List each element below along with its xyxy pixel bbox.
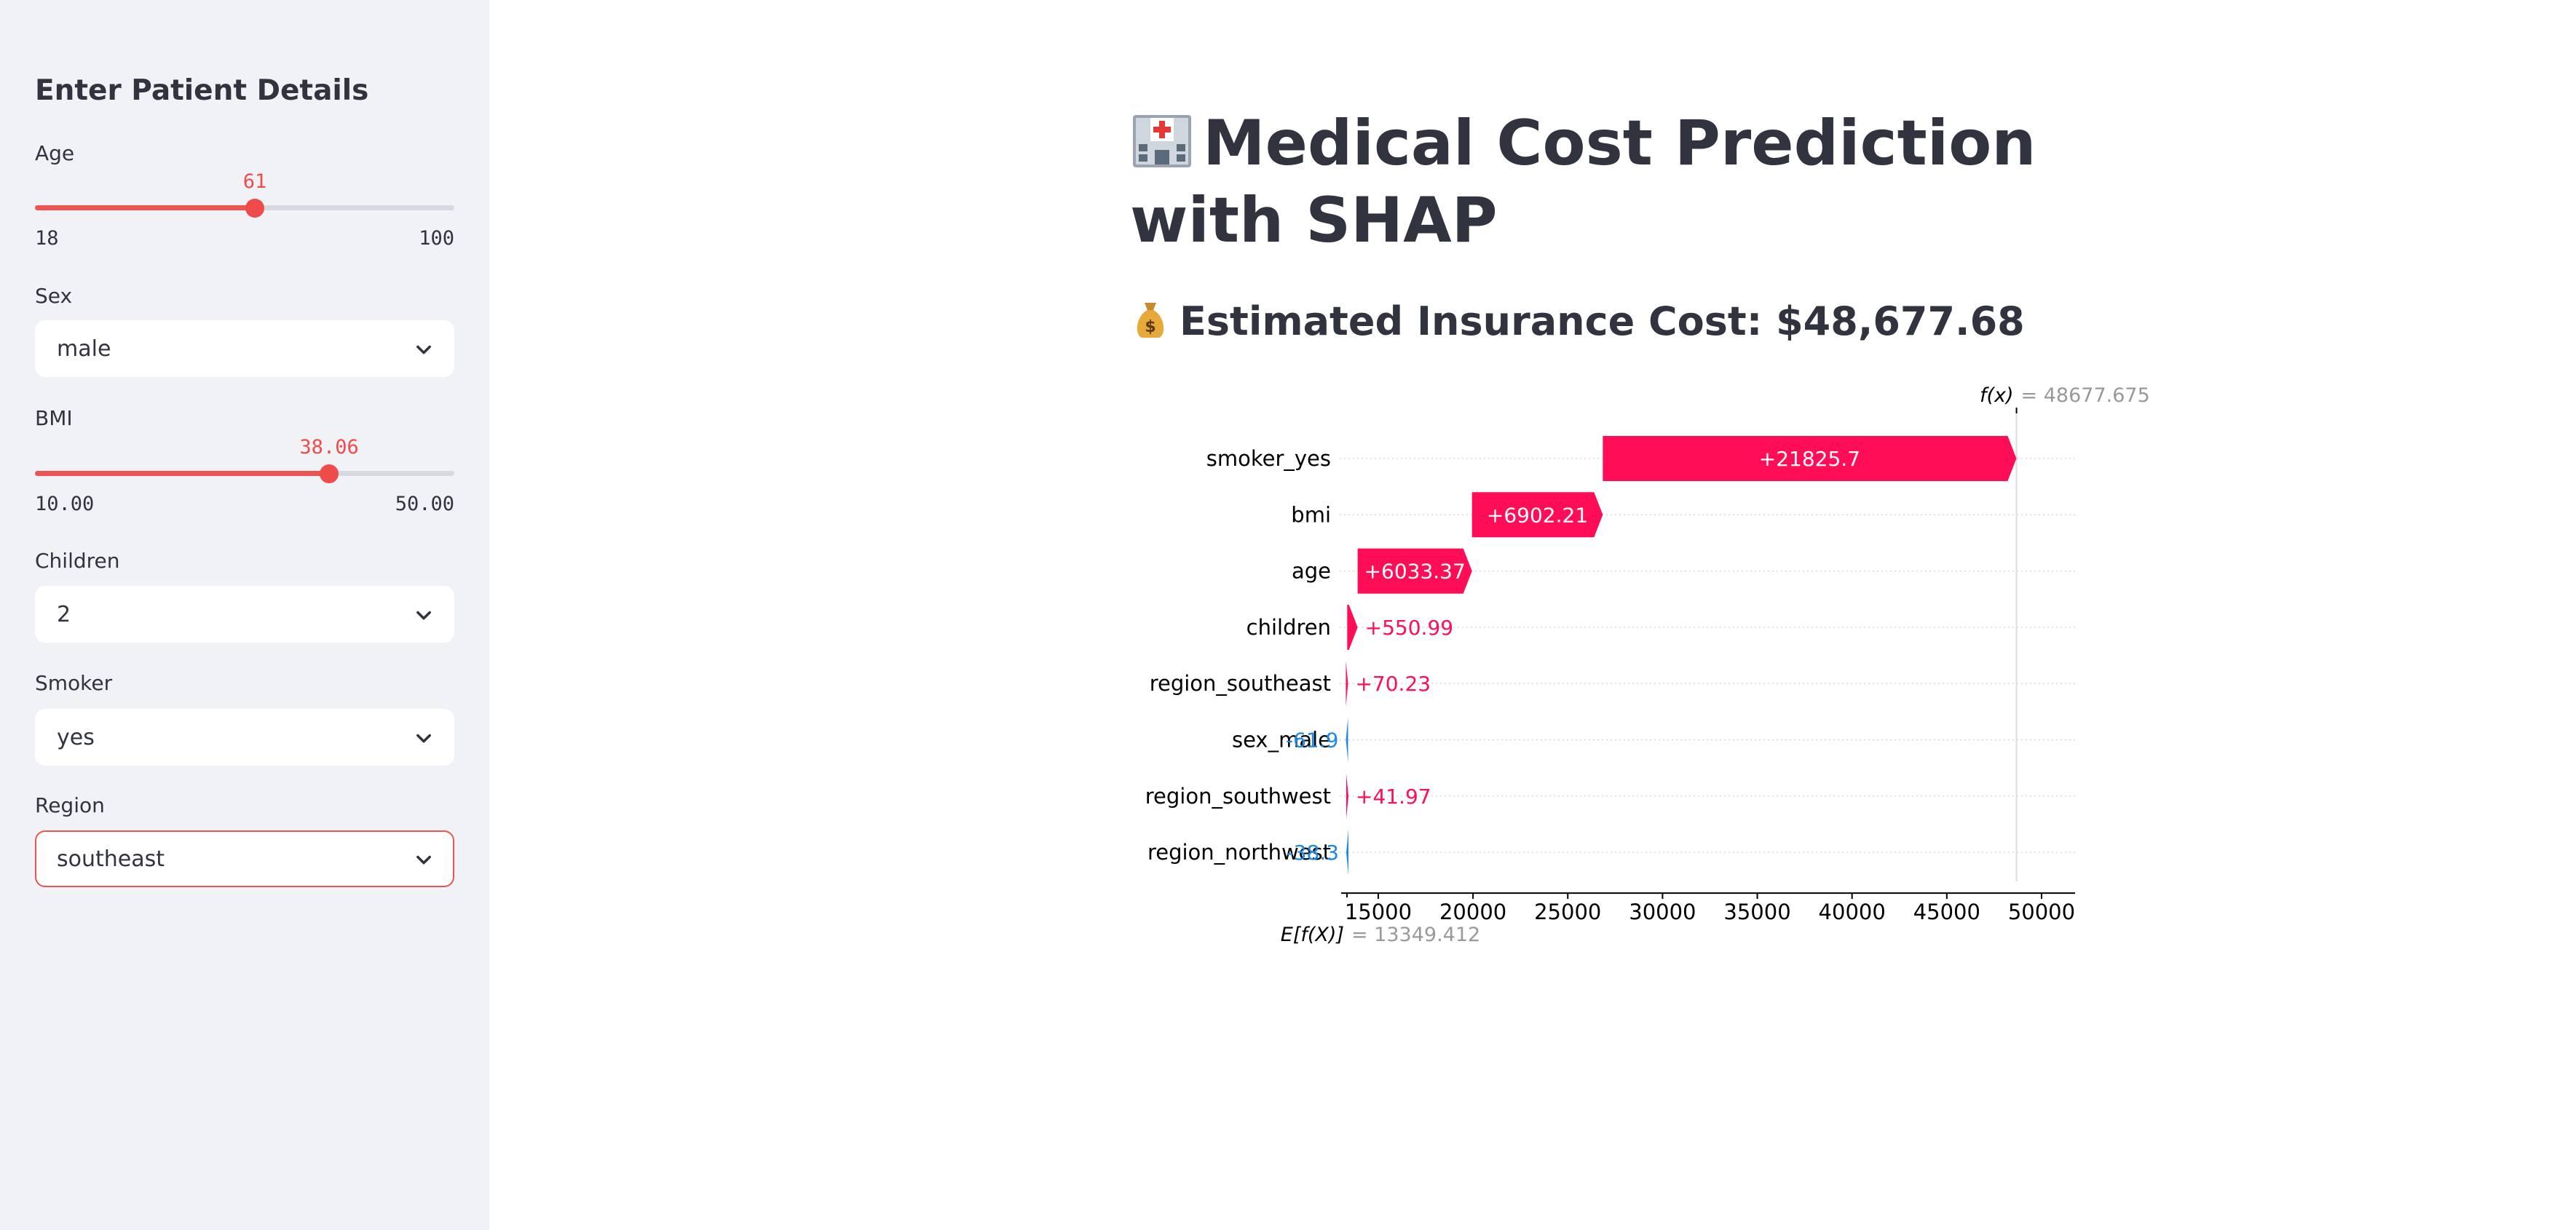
chevron-down-icon (416, 734, 431, 743)
chart-y-tick-label: bmi (1291, 502, 1331, 527)
chart-bar-value-label: +6033.37 (1364, 560, 1466, 584)
estimated-cost-heading: $ Estimated Insurance Cost: $48,677.68 (1133, 298, 2025, 344)
chart-bar (1471, 492, 1603, 538)
chart-bar (1346, 830, 1349, 876)
bmi-slider-min: 10.00 (35, 493, 95, 515)
bmi-slider[interactable]: 38.06 10.00 50.00 (35, 430, 454, 517)
hospital-icon (1133, 115, 1191, 167)
page-title: Medical Cost Prediction with SHAP (1130, 105, 2077, 259)
region-select[interactable]: southeast (35, 830, 454, 887)
age-slider-fill (35, 205, 256, 210)
chart-y-tick-label: region_southeast (1150, 671, 1331, 696)
chart-final-label: f(x) (1980, 384, 2014, 407)
shap-waterfall-chart: 15000 20000 25000 30000 35000 40000 45000 50000… (1145, 384, 2150, 946)
chart-bar-value-label: -38.3 (1287, 841, 1339, 865)
chart-base-label: E[f(X)] (1281, 924, 1344, 946)
smoker-select[interactable]: yes (35, 709, 454, 766)
svg-text:$: $ (1145, 318, 1155, 336)
chevron-down-icon (416, 611, 431, 620)
chart-y-tick-label: smoker_yes (1206, 446, 1331, 471)
bmi-label: BMI (35, 406, 73, 430)
chart-bar (1346, 773, 1349, 819)
sex-select[interactable]: male (35, 320, 454, 377)
chart-bar (1346, 717, 1348, 763)
chart-y-tick-label: children (1246, 615, 1331, 640)
age-slider-value: 61 (242, 170, 267, 193)
chart-base-value: = 13349.412 (1351, 924, 1480, 946)
sidebar-title: Enter Patient Details (35, 74, 369, 107)
chart-x-tick-label: 50000 (2008, 900, 2075, 924)
sidebar: Enter Patient Details Age 61 18 100 Sex … (0, 0, 489, 1230)
chart-x-tick-label: 45000 (1913, 900, 1980, 924)
age-slider[interactable]: 61 18 100 (35, 164, 454, 252)
children-select[interactable]: 2 (35, 586, 454, 643)
chart-bar (1347, 604, 1358, 650)
sex-label: Sex (35, 284, 73, 308)
age-label: Age (35, 141, 75, 165)
age-slider-max: 100 (419, 227, 454, 250)
chart-y-tick-label: region_northwest (1147, 840, 1331, 865)
chart-final-value: = 48677.675 (2021, 384, 2150, 407)
chart-bar-value-label: +70.23 (1355, 672, 1431, 696)
chart-bar-value-label: +550.99 (1365, 616, 1453, 640)
bmi-slider-max: 50.00 (395, 493, 454, 515)
sex-select-value: male (57, 336, 111, 362)
chart-bar-value-label: +41.97 (1356, 785, 1431, 809)
chart-bar-value-label: -61.9 (1286, 729, 1338, 753)
chart-x-tick-label: 40000 (1819, 900, 1886, 924)
chart-x-tick-label: 30000 (1629, 900, 1696, 924)
smoker-select-value: yes (57, 725, 95, 750)
estimated-cost-text: Estimated Insurance Cost: $48,677.68 (1180, 298, 2025, 344)
money-bag-icon: $ (1137, 303, 1164, 338)
chart-x-tick-label: 20000 (1439, 900, 1506, 924)
page-title-text: Medical Cost Prediction with SHAP (1130, 107, 2036, 257)
region-label: Region (35, 793, 105, 817)
bmi-slider-thumb[interactable] (320, 464, 339, 483)
chart-bar-value-label: +21825.7 (1759, 447, 1860, 471)
smoker-label: Smoker (35, 671, 113, 695)
chart-y-tick-label: region_southwest (1145, 784, 1331, 809)
age-slider-thumb[interactable] (245, 199, 265, 218)
chevron-down-icon (416, 345, 431, 354)
chart-bar (1346, 661, 1348, 707)
chart-y-tick-label: age (1292, 559, 1331, 584)
chart-x-tick-label: 15000 (1345, 900, 1412, 924)
chart-y-tick-label: sex_male (1232, 728, 1331, 753)
children-label: Children (35, 549, 120, 573)
bmi-slider-fill (35, 471, 330, 476)
chart-bar-value-label: +6902.21 (1487, 503, 1588, 527)
region-select-value: southeast (57, 846, 165, 872)
chart-bar (1357, 548, 1472, 594)
bmi-slider-value: 38.06 (299, 436, 359, 459)
chart-x-tick-label: 25000 (1534, 900, 1601, 924)
chart-x-tick-label: 35000 (1723, 900, 1790, 924)
children-select-value: 2 (57, 602, 71, 627)
chart-bar (1603, 436, 2017, 481)
chevron-down-icon (416, 855, 431, 865)
age-slider-min: 18 (35, 227, 59, 250)
